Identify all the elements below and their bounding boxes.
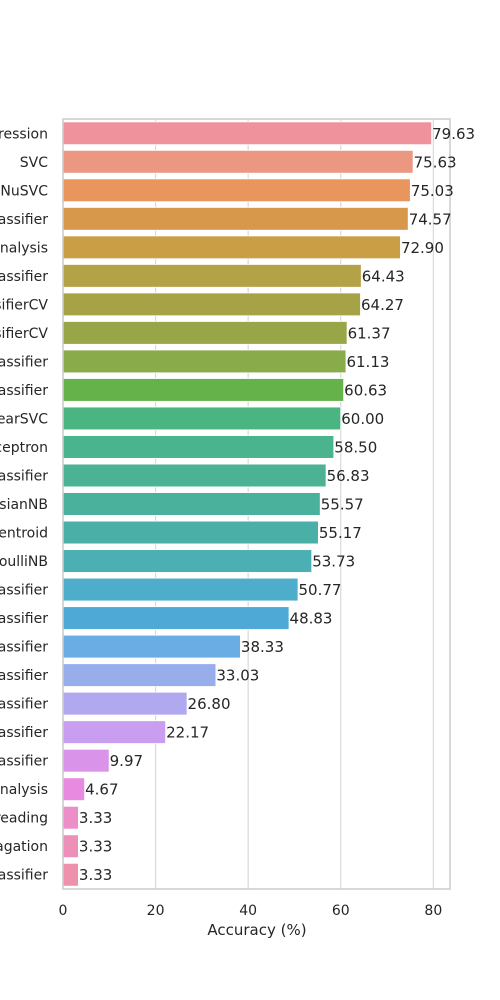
x-tick-labels: 0 20 40 60 80 xyxy=(59,903,443,919)
bar xyxy=(62,149,414,174)
value-label: 58.50 xyxy=(334,438,377,456)
value-labels: 79.63 75.63 75.03 74.57 72.90 64.43 64.27 61.37… xyxy=(79,125,475,884)
value-label: 3.33 xyxy=(79,838,112,856)
bar xyxy=(62,406,342,431)
category-label: entroid xyxy=(0,526,48,542)
bar xyxy=(62,178,411,203)
value-label: 60.63 xyxy=(344,381,387,399)
category-label: assifier xyxy=(0,697,48,713)
x-tick-label: 60 xyxy=(332,903,350,919)
value-label: 33.03 xyxy=(216,667,259,685)
category-label: agation xyxy=(0,839,48,855)
category-label: sifierCV xyxy=(0,297,48,313)
bar xyxy=(62,862,79,887)
category-label: ression xyxy=(0,126,48,142)
value-label: 56.83 xyxy=(327,467,370,485)
x-tick-label: 0 xyxy=(59,903,68,919)
value-label: 64.43 xyxy=(362,267,405,285)
category-label: oulliNB xyxy=(0,554,48,570)
category-label: sifierCV xyxy=(0,326,48,342)
category-label: ceptron xyxy=(0,440,48,456)
category-label: assifier xyxy=(0,754,48,770)
bar xyxy=(62,691,188,716)
category-label: assifier xyxy=(0,583,48,599)
bar xyxy=(62,321,348,345)
bar xyxy=(62,634,241,659)
x-axis-label: Accuracy (%) xyxy=(207,921,306,939)
bar xyxy=(62,549,313,573)
category-label: assifier xyxy=(0,640,48,656)
category-label: assifier xyxy=(0,668,48,684)
value-label: 72.90 xyxy=(401,239,444,257)
value-label: 79.63 xyxy=(432,125,475,143)
category-label: sianNB xyxy=(0,497,48,513)
category-label: assifier xyxy=(0,868,48,884)
category-label: assifier xyxy=(0,269,48,285)
category-label: assifier xyxy=(0,354,48,370)
value-label: 38.33 xyxy=(241,638,284,656)
bar xyxy=(62,606,290,630)
bar xyxy=(62,463,327,488)
bar xyxy=(62,349,347,374)
bar xyxy=(62,748,110,773)
value-label: 75.03 xyxy=(411,182,454,200)
value-label: 50.77 xyxy=(299,581,342,599)
x-tick-label: 20 xyxy=(147,903,165,919)
value-label: 74.57 xyxy=(409,210,452,228)
bar xyxy=(62,720,167,744)
value-label: 22.17 xyxy=(166,724,209,742)
x-tick-label: 40 xyxy=(239,903,257,919)
category-label: NuSVC xyxy=(0,183,48,199)
bar xyxy=(62,235,401,260)
bar xyxy=(62,777,86,801)
category-label: assifier xyxy=(0,468,48,484)
category-label: earSVC xyxy=(0,411,48,427)
category-label: SVC xyxy=(20,155,48,171)
bar xyxy=(62,663,217,687)
bar xyxy=(62,577,299,602)
category-label: assifier xyxy=(0,212,48,228)
bar xyxy=(62,834,79,859)
bar xyxy=(62,378,345,402)
bars xyxy=(62,121,433,887)
value-label: 26.80 xyxy=(188,695,231,713)
value-label: 60.00 xyxy=(341,410,384,428)
category-label: assifier xyxy=(0,611,48,627)
value-label: 3.33 xyxy=(79,809,112,827)
bar xyxy=(62,264,362,288)
category-label: Analysis xyxy=(0,782,48,798)
value-label: 53.73 xyxy=(312,553,355,571)
bar xyxy=(62,492,321,516)
plot-border xyxy=(62,118,451,890)
value-label: 4.67 xyxy=(85,781,118,799)
value-label: 64.27 xyxy=(361,296,404,314)
bar xyxy=(62,520,319,545)
bar xyxy=(62,292,361,317)
value-label: 3.33 xyxy=(79,866,112,884)
bar xyxy=(62,435,335,459)
value-label: 61.37 xyxy=(348,324,391,342)
value-label: 61.13 xyxy=(346,353,389,371)
value-label: 9.97 xyxy=(110,752,143,770)
bar xyxy=(62,805,79,830)
category-label: assifier xyxy=(0,725,48,741)
value-label: 55.57 xyxy=(321,496,364,514)
value-label: 48.83 xyxy=(290,610,333,628)
value-label: 55.17 xyxy=(319,524,362,542)
category-label: reading xyxy=(0,811,48,827)
category-label: assifier xyxy=(0,383,48,399)
plot-frame xyxy=(62,118,451,890)
bar xyxy=(62,207,409,231)
bar xyxy=(62,121,433,146)
x-tick-label: 80 xyxy=(424,903,442,919)
category-labels: ression SVC NuSVC assifier Analysis assifier s… xyxy=(0,126,48,883)
value-label: 75.63 xyxy=(414,153,457,171)
category-label: Analysis xyxy=(0,240,48,256)
